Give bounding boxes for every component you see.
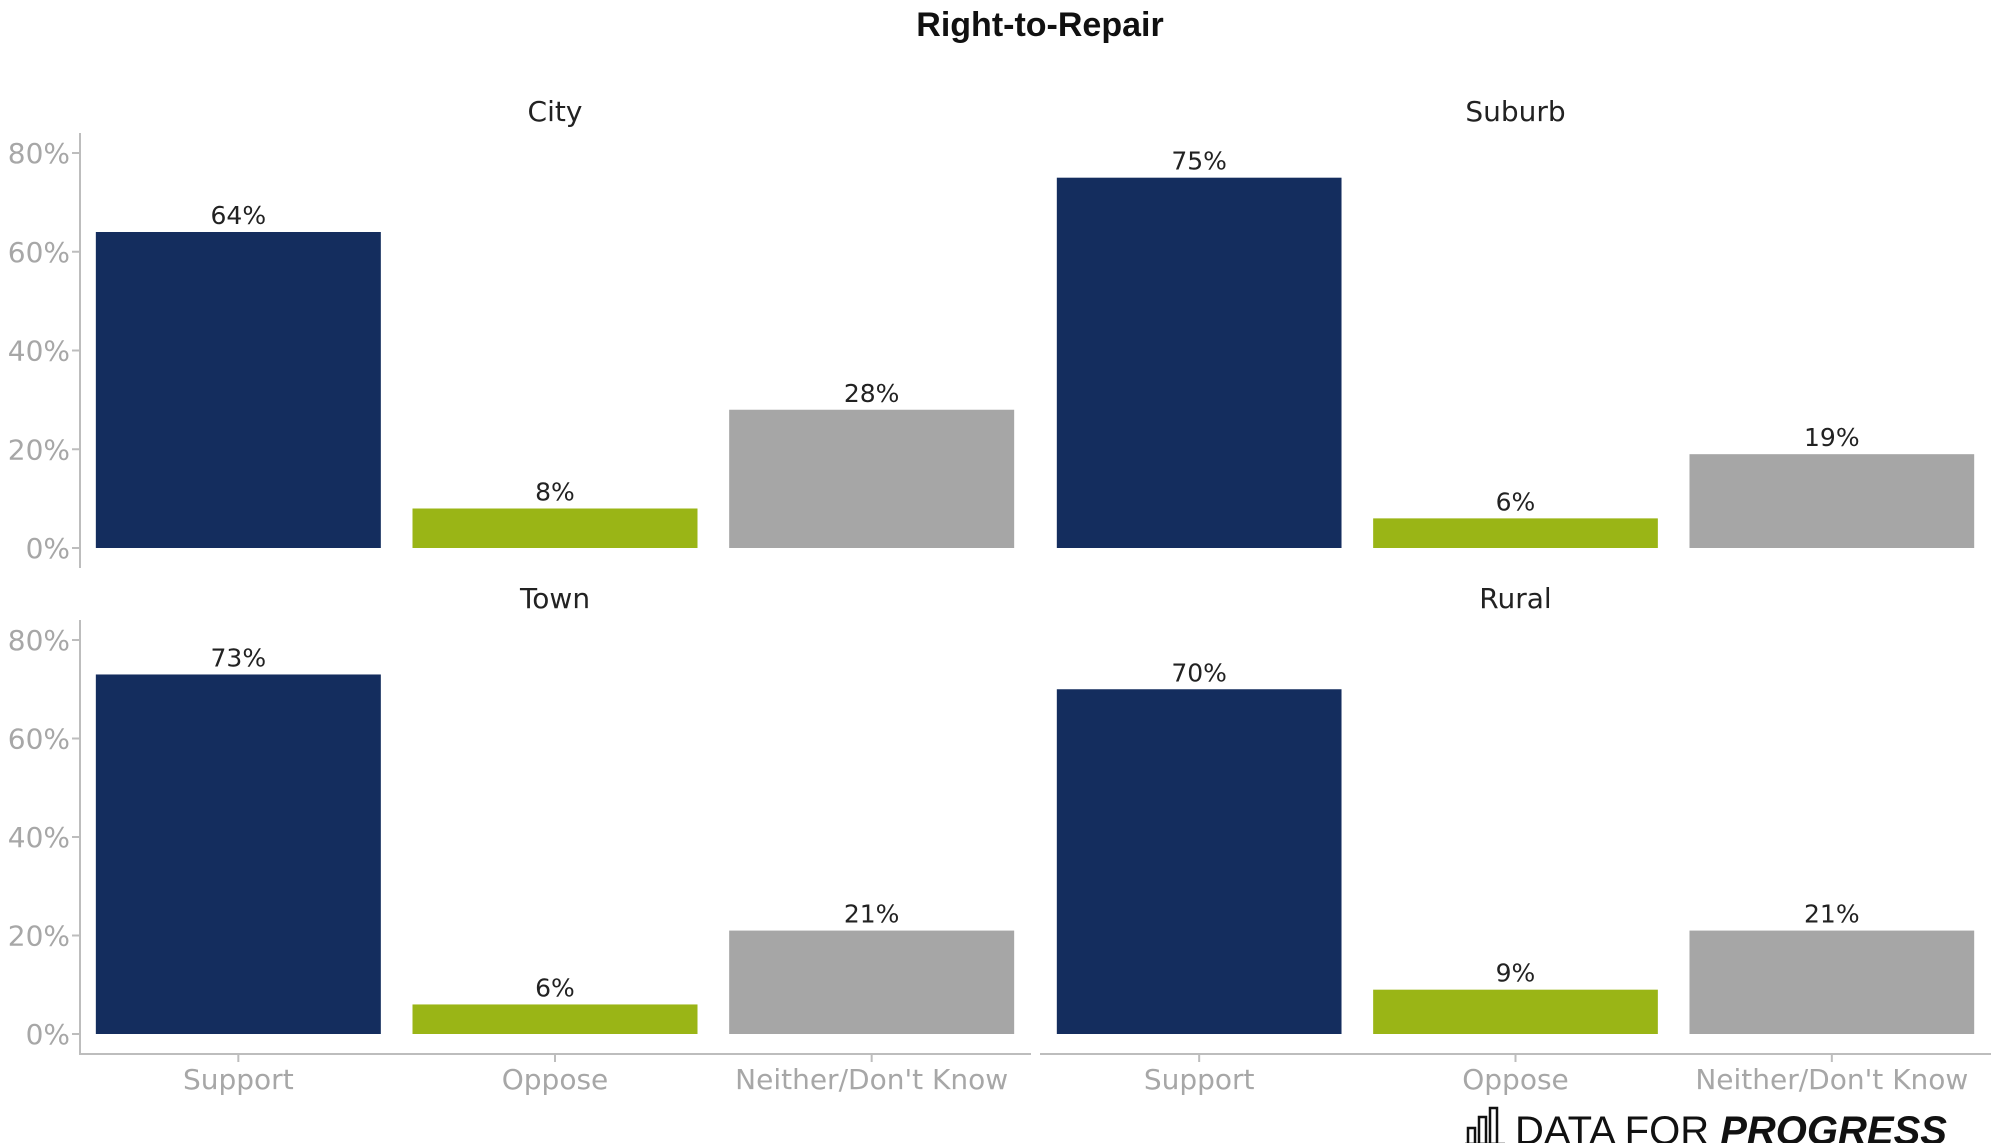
bar-chart-icon [1465,1106,1505,1143]
bar-city-1 [412,508,698,548]
data-label: 9% [1496,959,1536,988]
facets: City 0% 20% 40% 60% 80% 64% 8% 28% Suburb 75% 6% 19%… [8,95,1991,1096]
data-label: 73% [211,643,267,672]
brand-text: DATA FOR [1515,1109,1720,1143]
bar-rural-0 [1056,689,1342,1034]
facet-rural: Rural 70% Support 9% Oppose 21% Neither/Don't … [1040,582,1991,1096]
bar-city-2 [729,409,1015,548]
chart-title: Right-to-Repair [916,6,1163,44]
y-tick-label: 80% [8,137,70,170]
data-label: 6% [1496,487,1536,516]
facet-town: Town 0% 20% 40% 60% 80% 73% Support 6% Oppose 21% N… [8,582,1031,1096]
data-label: 28% [844,379,900,408]
y-tick-label: 80% [8,624,70,657]
facet-city: City 0% 20% 40% 60% 80% 64% 8% 28% [8,95,1015,568]
facet-title: City [528,95,583,128]
facet-title: Rural [1479,582,1551,615]
brand-strong-text: PROGRESS [1720,1109,1947,1143]
branding: DATA FOR PROGRESS [1465,1106,1947,1143]
x-tick-label: Support [183,1063,294,1096]
y-tick-label: 40% [8,335,70,368]
data-label: 70% [1171,658,1227,687]
x-tick-label: Support [1144,1063,1255,1096]
y-tick-label: 40% [8,821,70,854]
data-label: 19% [1804,423,1860,452]
x-tick-label: Neither/Don't Know [1695,1063,1968,1096]
facet-title: Town [519,582,590,615]
bar-rural-1 [1373,989,1658,1034]
y-tick-label: 0% [26,532,70,565]
bar-city-0 [95,232,381,548]
data-label: 21% [844,900,900,929]
bar-town-2 [729,930,1015,1034]
y-tick-label: 60% [8,723,70,756]
y-tick-label: 20% [8,920,70,953]
y-tick-label: 0% [26,1018,70,1051]
facet-title: Suburb [1465,95,1565,128]
bar-suburb-1 [1373,518,1658,548]
data-label: 6% [535,973,575,1002]
facet-suburb: Suburb 75% 6% 19% [1056,95,1975,548]
bar-suburb-2 [1689,454,1975,548]
x-tick-label: Neither/Don't Know [735,1063,1008,1096]
y-tick-label: 20% [8,433,70,466]
bar-rural-2 [1689,930,1975,1034]
svg-text:DATA FOR PROGRESS: DATA FOR PROGRESS [1515,1109,1947,1143]
x-tick-label: Oppose [1462,1063,1569,1096]
data-label: 64% [211,201,267,230]
data-label: 75% [1171,147,1227,176]
y-tick-label: 60% [8,236,70,269]
bar-town-0 [95,674,381,1034]
data-label: 8% [535,478,575,507]
bar-suburb-0 [1056,177,1342,548]
bar-town-1 [412,1004,698,1034]
x-tick-label: Oppose [502,1063,609,1096]
data-label: 21% [1804,900,1860,929]
